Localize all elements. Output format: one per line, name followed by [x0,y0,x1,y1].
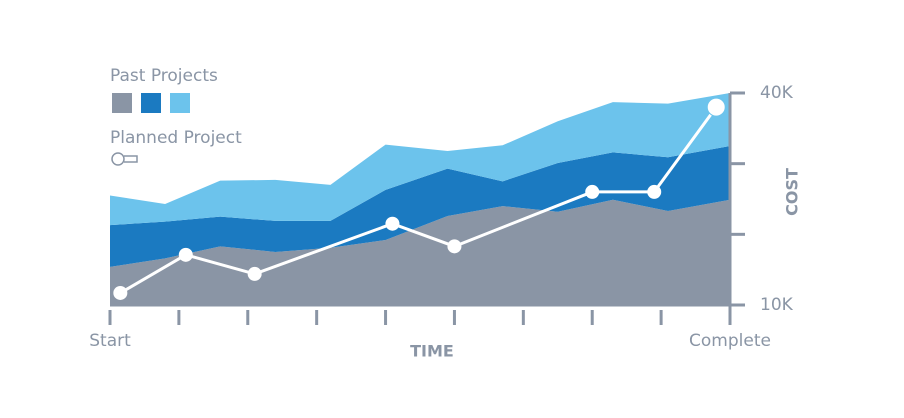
line-point [706,97,726,117]
legend-swatch [170,93,190,113]
legend-title: Past Projects [110,66,218,86]
x-tick-label: Start [89,331,131,351]
legend-swatch [141,93,161,113]
line-point [447,239,462,254]
line-point [385,216,400,231]
line-point [113,285,128,300]
x-axis-label: TIME [410,342,454,361]
line [119,106,718,295]
area [110,93,730,226]
x-tick-label: Complete [689,331,771,351]
legend-label: Planned Project [110,128,242,148]
y-tick-label: 10K [760,295,794,315]
y-tick-label: 40K [760,83,794,103]
line-point [647,184,662,199]
area [110,146,730,267]
legend-key-icon [111,152,138,166]
line-point [247,266,262,281]
y-axis-label: COST [783,168,802,216]
line-point [585,184,600,199]
line-point [178,247,193,262]
legend-swatch [112,93,132,113]
area [110,199,730,305]
